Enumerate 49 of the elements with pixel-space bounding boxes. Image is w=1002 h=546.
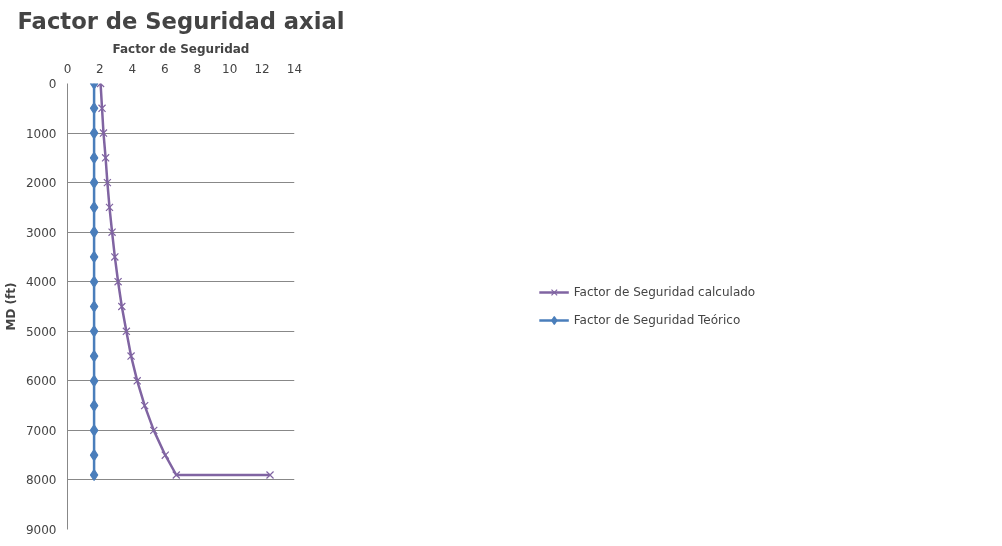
x-tick-label: 12 [254, 61, 270, 76]
point [89, 399, 99, 412]
x-tick-label: 0 [63, 61, 72, 76]
chart-title: Factor de Seguridad axial [17, 7, 345, 34]
x-tick-label: 14 [286, 61, 303, 76]
x-tick-label: 10 [222, 61, 238, 76]
point [133, 376, 142, 385]
x-tick-label: 2 [96, 61, 104, 76]
y-tick-label: 3000 [25, 225, 57, 240]
point [89, 250, 99, 264]
legend-label: Factor de Seguridad calculado [573, 285, 756, 299]
point [89, 201, 99, 214]
point [97, 104, 107, 113]
point [89, 349, 99, 363]
point [126, 351, 136, 361]
point [172, 470, 181, 480]
point [140, 401, 149, 410]
point [113, 277, 123, 286]
x-tick-label: 6 [160, 61, 169, 76]
point [149, 426, 158, 435]
y-tick-label: 9000 [25, 523, 57, 537]
point [103, 178, 112, 187]
y-axis-title: MD (ft) [3, 282, 18, 331]
y-tick-label: 0 [48, 77, 57, 91]
point [265, 470, 275, 480]
point [89, 126, 99, 140]
point [89, 468, 99, 482]
y-tick-label: 2000 [25, 176, 57, 191]
point [89, 300, 99, 313]
point [122, 327, 131, 336]
y-tick-label: 8000 [25, 473, 57, 488]
x-tick-label: 4 [128, 61, 137, 76]
y-tick-label: 6000 [25, 374, 57, 389]
point [107, 228, 117, 237]
y-tick-label: 7000 [25, 423, 57, 438]
y-tick-label: 5000 [25, 324, 57, 339]
point [89, 176, 99, 189]
y-tick-label: 1000 [25, 126, 57, 141]
point [99, 128, 108, 138]
point [101, 153, 110, 162]
x-axis-title: Factor de Seguridad [112, 41, 250, 56]
y-tick-label: 4000 [25, 275, 57, 290]
x-tick-label: 8 [193, 61, 202, 76]
point [110, 252, 119, 262]
legend-label: Factor de Seguridad Teórico [573, 313, 741, 327]
point [117, 302, 126, 311]
point [161, 451, 170, 460]
point [89, 424, 99, 437]
point [105, 203, 114, 212]
